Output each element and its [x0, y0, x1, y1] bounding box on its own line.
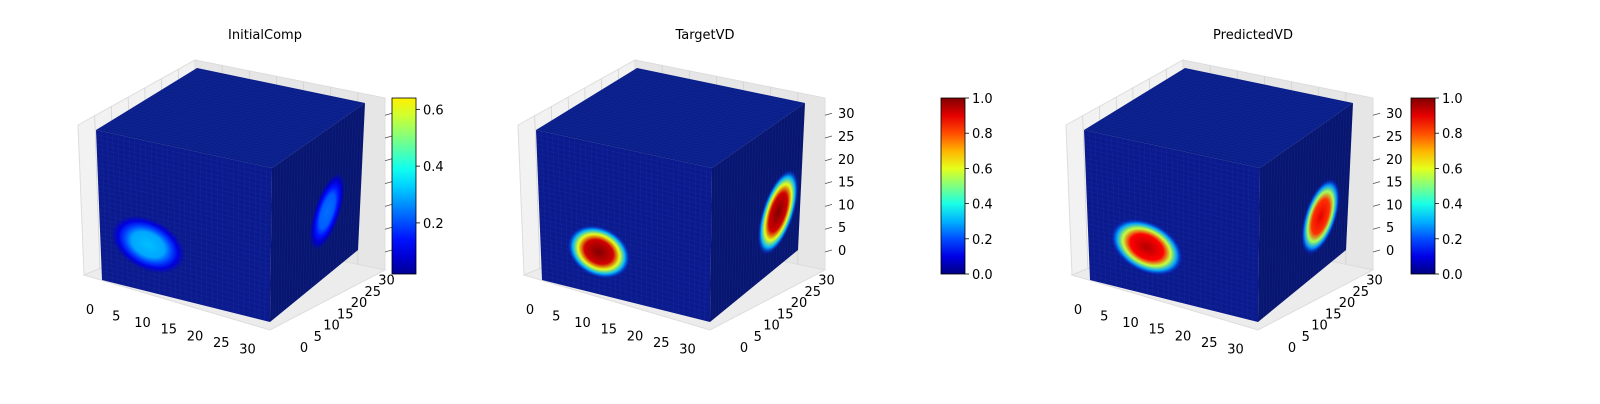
z-tick-mark: [385, 113, 392, 115]
colorbar-bar: [941, 98, 965, 274]
z-tick-label: 5: [1386, 221, 1394, 236]
z-tick-mark: [385, 159, 392, 161]
y-tick-label: 5: [754, 330, 762, 345]
z-tick-mark: [1373, 227, 1380, 229]
y-tick-label: 5: [314, 330, 322, 345]
colorbar-tick-label: 0.4: [1442, 198, 1463, 213]
colorbar-PredictedVD: 0.0 0.2 0.4 0.6 0.8 1.0: [1411, 92, 1463, 283]
x-tick-label: 15: [1148, 323, 1165, 338]
z-tick-label: 20: [838, 153, 855, 168]
y-tick-label: 5: [1302, 330, 1310, 345]
colorbar-tick-label: 0.6: [423, 103, 444, 118]
colorbar-tick-label: 0.2: [1442, 233, 1463, 248]
x-tick-label: 10: [1122, 316, 1139, 331]
z-tick-mark: [825, 182, 832, 184]
x-tick-label: 30: [239, 342, 256, 357]
subplot-title: PredictedVD: [1213, 28, 1293, 43]
z-tick-mark: [1373, 250, 1380, 252]
x-tick-label: 10: [574, 316, 591, 331]
colorbar-tick-label: 0.6: [1442, 162, 1463, 177]
subplot-title: TargetVD: [674, 28, 734, 43]
x-tick-label: 25: [653, 336, 670, 351]
z-tick-label: 20: [1386, 153, 1403, 168]
z-tick-mark: [385, 182, 392, 184]
colorbar-tick-label: 0.2: [423, 217, 444, 232]
z-tick-label: 25: [1386, 130, 1403, 145]
y-tick-label: 30: [1366, 274, 1383, 289]
colorbar-tick-label: 0.4: [423, 160, 444, 175]
colorbar-TargetVD: 0.0 0.2 0.4 0.6 0.8 1.0: [941, 92, 993, 283]
z-tick-mark: [385, 204, 392, 206]
y-tick-label: 30: [378, 274, 395, 289]
z-tick-label: 5: [838, 221, 846, 236]
colorbar-tick-label: 0.0: [1442, 268, 1463, 283]
colorbar-tick-label: 1.0: [1442, 92, 1463, 107]
z-tick-mark: [1373, 182, 1380, 184]
z-axis-ticks: 0 5 10 15 20 25 30: [825, 107, 855, 259]
z-tick-mark: [1373, 136, 1380, 138]
x-tick-label: 5: [112, 310, 120, 325]
x-tick-label: 15: [160, 323, 177, 338]
z-tick-mark: [1373, 204, 1380, 206]
z-tick-label: 0: [838, 244, 846, 259]
subplot-title: InitialComp: [228, 28, 302, 43]
x-tick-label: 25: [1201, 336, 1218, 351]
z-tick-mark: [825, 250, 832, 252]
z-axis-ticks: [385, 113, 392, 252]
x-tick-label: 20: [187, 329, 204, 344]
x-tick-label: 0: [86, 303, 94, 318]
x-tick-label: 5: [552, 310, 560, 325]
colorbar-InitialComp: 0.2 0.4 0.6: [392, 98, 444, 274]
x-tick-label: 30: [1227, 342, 1244, 357]
z-tick-mark: [1373, 159, 1380, 161]
x-tick-label: 30: [679, 342, 696, 357]
z-tick-mark: [385, 227, 392, 229]
colorbar-bar: [1411, 98, 1435, 274]
z-tick-mark: [825, 159, 832, 161]
x-tick-label: 20: [627, 329, 644, 344]
z-tick-label: 15: [838, 176, 855, 191]
x-tick-label: 0: [526, 303, 534, 318]
z-tick-label: 10: [838, 198, 855, 213]
z-tick-label: 30: [838, 107, 855, 122]
colorbar-tick-label: 0.8: [1442, 127, 1463, 142]
colorbar-tick-label: 0.4: [972, 198, 993, 213]
z-tick-label: 25: [838, 130, 855, 145]
z-tick-mark: [825, 227, 832, 229]
colorbar-tick-label: 0.2: [972, 233, 993, 248]
z-tick-label: 30: [1386, 107, 1403, 122]
x-tick-label: 5: [1100, 310, 1108, 325]
z-tick-label: 10: [1386, 198, 1403, 213]
z-tick-mark: [825, 113, 832, 115]
x-tick-label: 10: [134, 316, 151, 331]
z-tick-mark: [385, 136, 392, 138]
y-tick-label: 0: [1288, 341, 1296, 356]
x-tick-label: 25: [213, 336, 230, 351]
z-tick-mark: [825, 136, 832, 138]
colorbar-bar: [392, 98, 416, 274]
colorbar-tick-label: 1.0: [972, 92, 993, 107]
x-tick-label: 0: [1074, 303, 1082, 318]
z-tick-label: 15: [1386, 176, 1403, 191]
x-tick-label: 20: [1175, 329, 1192, 344]
colorbar-tick-label: 0.0: [972, 268, 993, 283]
x-tick-label: 15: [600, 323, 617, 338]
colorbar-tick-label: 0.6: [972, 162, 993, 177]
z-tick-mark: [385, 250, 392, 252]
y-tick-label: 0: [740, 341, 748, 356]
y-tick-label: 30: [818, 274, 835, 289]
y-tick-label: 0: [300, 341, 308, 356]
z-tick-mark: [825, 204, 832, 206]
z-axis-ticks: 0 5 10 15 20 25 30: [1373, 107, 1403, 259]
z-tick-mark: [1373, 113, 1380, 115]
z-tick-label: 0: [1386, 244, 1394, 259]
colorbar-tick-label: 0.8: [972, 127, 993, 142]
